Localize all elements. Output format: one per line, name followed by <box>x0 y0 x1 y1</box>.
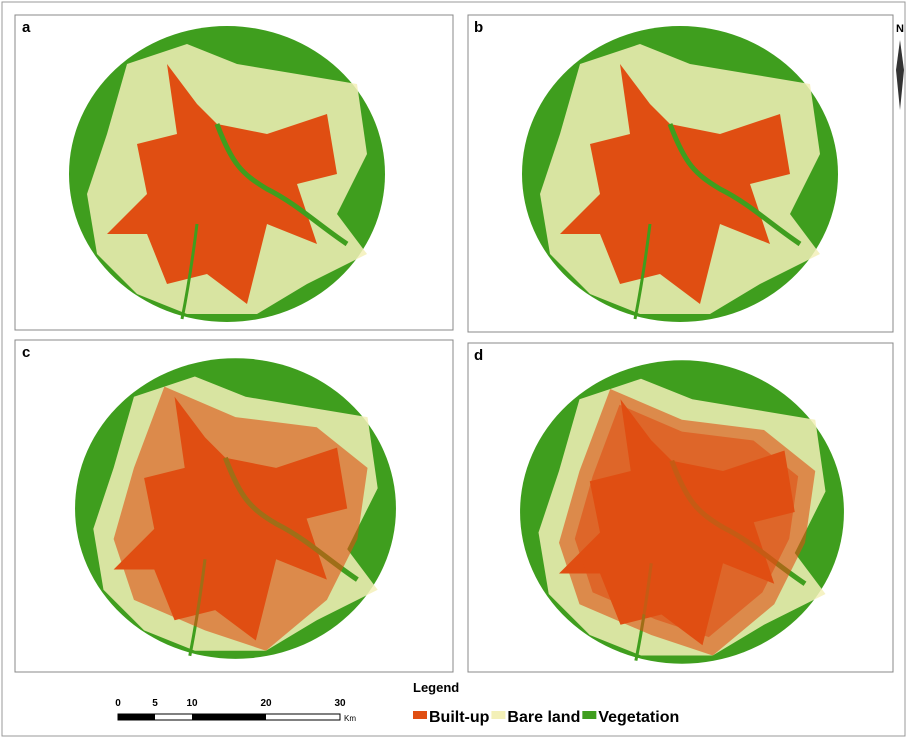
legend-label: Built-up <box>429 709 490 726</box>
scale-bar: 0 5 10 20 30 Km <box>115 698 356 723</box>
scale-label: 30 <box>334 698 346 709</box>
scale-unit: Km <box>344 714 356 723</box>
legend-swatch <box>582 711 596 719</box>
north-label: N <box>896 23 904 35</box>
panel-c: c <box>15 340 453 672</box>
scale-segment <box>118 714 155 720</box>
panel-label: a <box>22 19 31 36</box>
legend-title: Legend <box>413 680 459 695</box>
legend-swatch <box>413 711 427 719</box>
scale-label: 20 <box>260 698 272 709</box>
north-arrow: N <box>896 23 904 110</box>
panel-a: a <box>15 15 453 330</box>
legend-label: Bare land <box>507 709 580 726</box>
scale-label: 0 <box>115 698 121 709</box>
panel-d: d <box>468 343 893 672</box>
legend-label: Vegetation <box>598 709 679 726</box>
figure: a b c d N 0 5 10 20 30 Km Legend Built-up Bare… <box>0 0 907 738</box>
panel-label: d <box>474 347 483 364</box>
scale-label: 10 <box>186 698 198 709</box>
legend-swatch <box>491 711 505 719</box>
scale-segment <box>192 714 266 720</box>
panel-b: b <box>468 15 893 332</box>
legend: Legend Built-up Bare land Vegetation <box>413 680 679 726</box>
scale-label: 5 <box>152 698 158 709</box>
panel-label: b <box>474 19 483 36</box>
panel-label: c <box>22 344 30 361</box>
